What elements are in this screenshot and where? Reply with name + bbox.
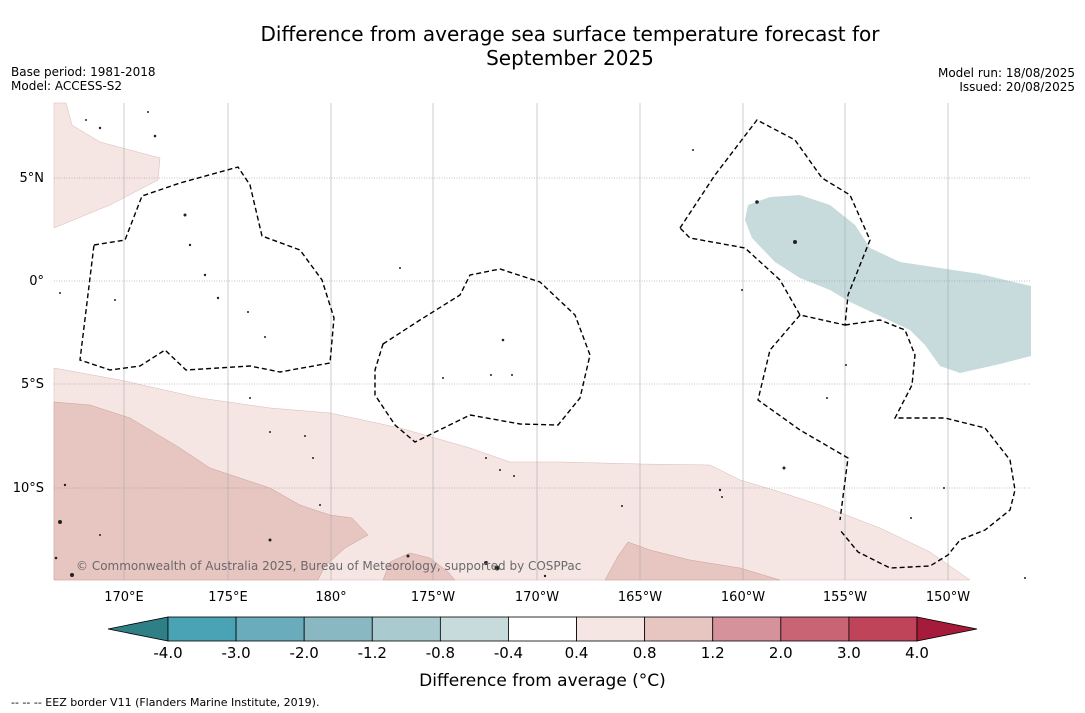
colorbar-tick-label: 1.2 xyxy=(700,644,725,662)
eez-border-tuvalu-tokelau xyxy=(374,268,591,443)
colorbar-segment xyxy=(371,616,441,642)
eez-border-kiribati-gilbert xyxy=(79,166,335,373)
meta-left: Base period: 1981-2018 Model: ACCESS-S2 xyxy=(11,65,156,93)
colorbar-tick-label: -4.0 xyxy=(153,644,183,662)
meridians xyxy=(123,103,949,580)
colorbar-tick-label: 2.0 xyxy=(768,644,793,662)
colorbar-segment xyxy=(848,616,918,642)
lat-label-0: 0° xyxy=(29,274,44,289)
eez-border-kiribati-phoenix xyxy=(757,314,849,521)
warm-anomaly-patch-2 xyxy=(604,541,781,581)
lon-label-160w: 160°W xyxy=(720,590,766,605)
colorbar-segment xyxy=(644,616,714,642)
lat-label-10s: 10°S xyxy=(12,481,44,496)
eez-border-kiribati-line xyxy=(679,119,871,326)
warm-anomaly-patch-1 xyxy=(382,552,456,581)
eez-border-cook-islands xyxy=(839,319,1016,569)
title-line-2: September 2025 xyxy=(486,46,654,70)
lon-label-180: 180° xyxy=(315,590,347,605)
colorbar-tick-label: -3.0 xyxy=(221,644,251,662)
colorbar-segment xyxy=(780,616,850,642)
colorbar-segment xyxy=(235,616,305,642)
colorbar-tick-label: 0.8 xyxy=(632,644,657,662)
colorbar-label: Difference from average (°C) xyxy=(419,671,666,691)
title-line-1: Difference from average sea surface temp… xyxy=(260,22,880,46)
colorbar-segment xyxy=(303,616,373,642)
cool-anomaly xyxy=(745,195,1031,373)
eez-borders xyxy=(79,119,1016,569)
islands xyxy=(54,111,1026,579)
lon-label-155w: 155°W xyxy=(822,590,868,605)
lon-label-170e: 170°E xyxy=(104,590,144,605)
colorbar-tick-label: -2.0 xyxy=(289,644,319,662)
lon-label-175w: 175°W xyxy=(410,590,456,605)
lat-label-5n: 5°N xyxy=(19,171,45,186)
graticule xyxy=(54,177,1031,489)
warm-anomaly-north xyxy=(53,102,161,229)
colorbar-extend-low xyxy=(107,616,169,642)
colorbar-segment xyxy=(439,616,509,642)
copyright-notice: © Commonwealth of Australia 2025, Bureau… xyxy=(76,559,582,573)
warm-anomaly-south xyxy=(53,401,369,581)
colorbar-tick-label: 3.0 xyxy=(836,644,861,662)
colorbar-extend-high xyxy=(916,616,978,642)
lon-label-170w: 170°W xyxy=(514,590,560,605)
colorbar-tick-label: -1.2 xyxy=(357,644,387,662)
meta-right: Model run: 18/08/2025 Issued: 20/08/2025 xyxy=(938,66,1075,94)
colorbar-segment xyxy=(712,616,782,642)
anomaly-fields xyxy=(53,102,1031,581)
colorbar-tick-label: -0.8 xyxy=(425,644,455,662)
colorbar-segment xyxy=(508,616,577,642)
colorbar-segment xyxy=(167,616,237,642)
base-period: Base period: 1981-2018 xyxy=(11,65,156,79)
lon-label-150w: 150°W xyxy=(925,590,971,605)
issued-date: Issued: 20/08/2025 xyxy=(959,80,1075,94)
lat-label-5s: 5°S xyxy=(20,377,44,392)
chart-title: Difference from average sea surface temp… xyxy=(0,22,1085,70)
colorbar-tick-label: -0.4 xyxy=(493,644,524,662)
model-name: Model: ACCESS-S2 xyxy=(11,79,123,93)
eez-footnote: -- -- -- EEZ border V11 (Flanders Marine… xyxy=(11,696,320,709)
colorbar-tick-label: 0.4 xyxy=(564,644,589,662)
model-run: Model run: 18/08/2025 xyxy=(937,66,1075,80)
colorbar-tick-label: 4.0 xyxy=(905,644,929,662)
colorbar-segment xyxy=(576,616,646,642)
lon-label-165w: 165°W xyxy=(617,590,663,605)
lon-label-175e: 175°E xyxy=(208,590,248,605)
